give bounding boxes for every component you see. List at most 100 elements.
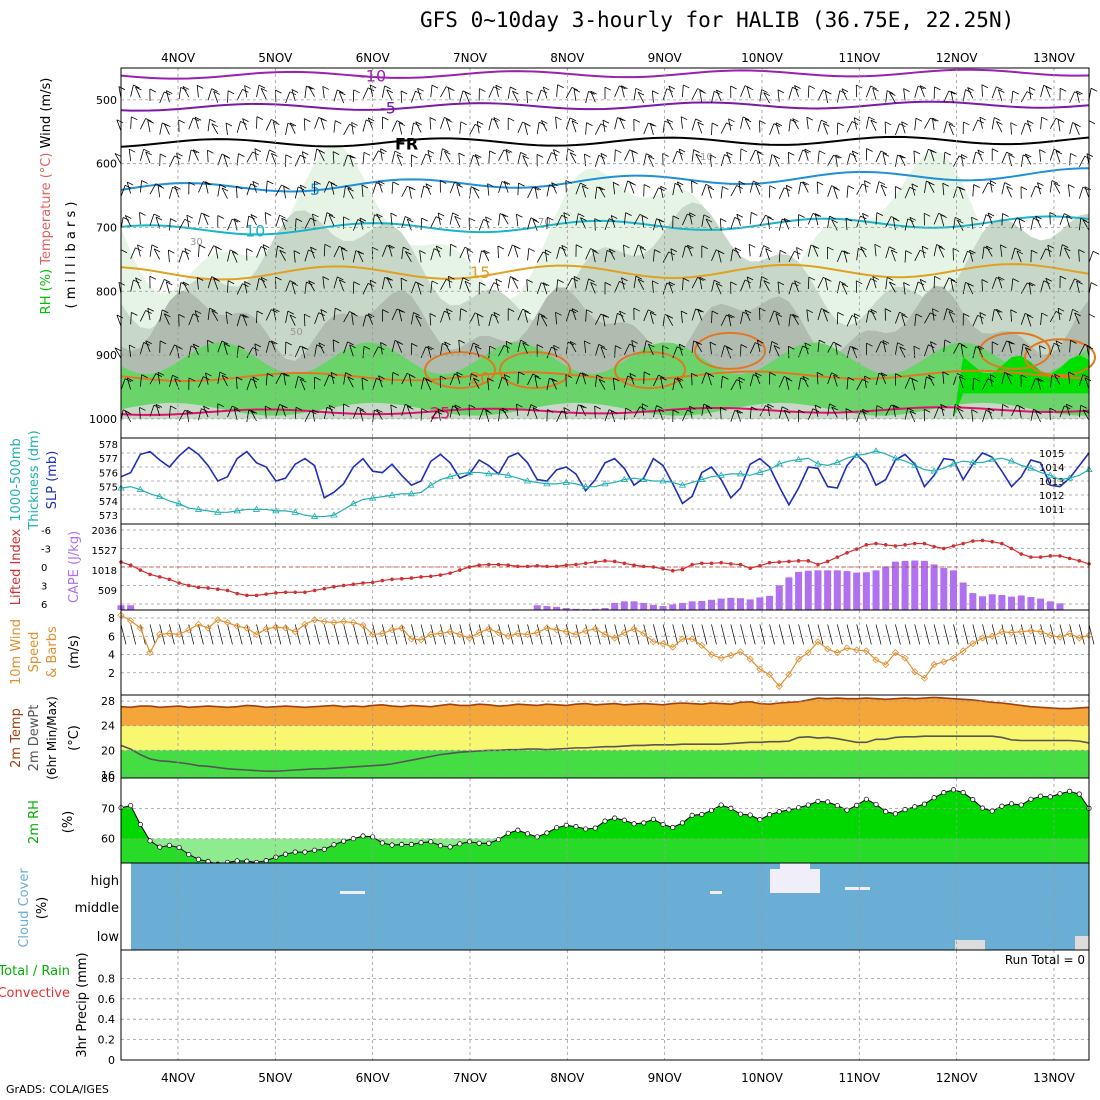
wind-barb-flag <box>889 281 896 286</box>
wind-barb <box>221 187 228 199</box>
wind-barb <box>333 308 336 321</box>
wind-barb-flag <box>166 281 173 286</box>
wind-barb-flag <box>289 280 297 285</box>
wind-barb-flag <box>396 120 404 125</box>
wind-barb <box>824 91 829 103</box>
wind-barb <box>553 149 557 162</box>
wind-barb <box>649 123 654 135</box>
wind-barb <box>726 346 732 359</box>
wind-barb <box>924 344 929 357</box>
rh-label: 10 <box>700 152 713 163</box>
wind-barb-flag <box>812 245 820 249</box>
wind-barb-flag <box>409 186 416 191</box>
li-marker <box>651 565 656 569</box>
wind-barb-flag <box>841 88 849 93</box>
wind-barb-flag <box>1033 217 1040 222</box>
wind-barb-flag <box>687 244 694 249</box>
wind-barb-flag <box>1070 153 1077 157</box>
wind-barb <box>672 183 676 196</box>
wind-marker <box>156 630 164 638</box>
y-tick-label: 700 <box>96 221 117 234</box>
wind-barb-flag <box>462 277 470 282</box>
wind-barb-flag <box>872 87 879 92</box>
wind-barb <box>254 343 257 356</box>
li-marker <box>351 582 356 587</box>
wind-barb-flag <box>823 309 830 314</box>
rh2m-marker <box>495 837 502 843</box>
cape-bar <box>853 572 861 610</box>
wind-barb <box>940 404 945 417</box>
wind-barb <box>573 276 577 289</box>
cloud-label: Cloud Cover <box>17 868 32 948</box>
wind-barb-flag <box>761 276 768 280</box>
wind-barb <box>367 313 374 325</box>
wind-barb-flag <box>889 92 896 96</box>
wind-barb <box>720 624 727 645</box>
wind-barb <box>186 410 190 423</box>
wind-barb <box>285 91 291 104</box>
wind-barb <box>989 374 993 387</box>
wind-marker <box>1017 628 1025 636</box>
wind-barb-flag <box>880 184 888 189</box>
wind-barb-flag <box>971 409 978 413</box>
wind-barb <box>950 91 954 104</box>
wind-barb-flag <box>569 341 577 345</box>
cape-bar <box>843 571 851 610</box>
wind-barb-flag <box>184 248 192 252</box>
thickness-marker <box>1027 464 1035 471</box>
slp-tick-label: 1013 <box>1039 477 1064 488</box>
wind-barb-flag <box>666 118 674 123</box>
wind-barb-flag <box>957 219 964 224</box>
wind-barb-flag <box>475 345 482 350</box>
thickness-marker <box>620 475 629 482</box>
li-marker <box>816 562 820 567</box>
wind-barb <box>604 250 608 263</box>
wind-barb <box>967 283 974 295</box>
wind-barb-flag <box>621 85 628 90</box>
wind-barb <box>398 309 403 322</box>
wind-barb-flag <box>965 89 972 93</box>
wind-barb-flag <box>866 342 873 347</box>
wind-barb <box>845 408 848 421</box>
wind-barb <box>697 308 703 321</box>
wind-barb-flag <box>930 117 937 122</box>
wind-barb-flag <box>928 181 935 186</box>
thickness-marker <box>214 508 222 515</box>
wind-barb <box>430 85 433 98</box>
wind-barb-flag <box>343 216 350 221</box>
wind-barb <box>865 116 870 129</box>
wind-barb-flag <box>814 404 822 409</box>
wind-barb-flag <box>353 281 360 286</box>
wind-barb-flag <box>273 308 280 312</box>
wind-barb <box>783 410 790 422</box>
wind-barb-flag <box>740 344 748 348</box>
wind-barb <box>291 89 296 102</box>
wind-barb-flag <box>349 344 356 349</box>
wind-barb-flag <box>975 151 982 156</box>
li-marker <box>942 546 946 551</box>
cloud-high-block <box>780 863 810 871</box>
wind-barb <box>466 249 470 262</box>
wind-barb <box>1065 404 1071 416</box>
wind-barb <box>1020 343 1024 356</box>
rh2m-marker <box>873 801 879 807</box>
wind-marker <box>872 656 880 664</box>
wind-barb-flag <box>903 282 910 286</box>
wind-tick-label: 2 <box>108 667 115 680</box>
wind-barb-flag <box>157 371 165 376</box>
wind-barb-flag <box>1029 282 1036 286</box>
wind-barb-flag <box>695 118 702 123</box>
temp-label: (°C) <box>67 725 82 751</box>
rh2m-marker <box>554 825 560 831</box>
wind-barb <box>981 84 983 97</box>
wind-barb-flag <box>1006 151 1013 156</box>
wind-barb <box>836 90 841 103</box>
wind-barb <box>169 375 173 387</box>
wind-marker <box>804 649 812 657</box>
wind-marker <box>727 651 735 659</box>
wind-barb-flag <box>164 123 171 128</box>
wind-barb <box>709 342 712 355</box>
wind-marker <box>591 625 599 633</box>
thickness-line <box>120 450 1090 518</box>
wind-barb-flag <box>957 373 964 377</box>
